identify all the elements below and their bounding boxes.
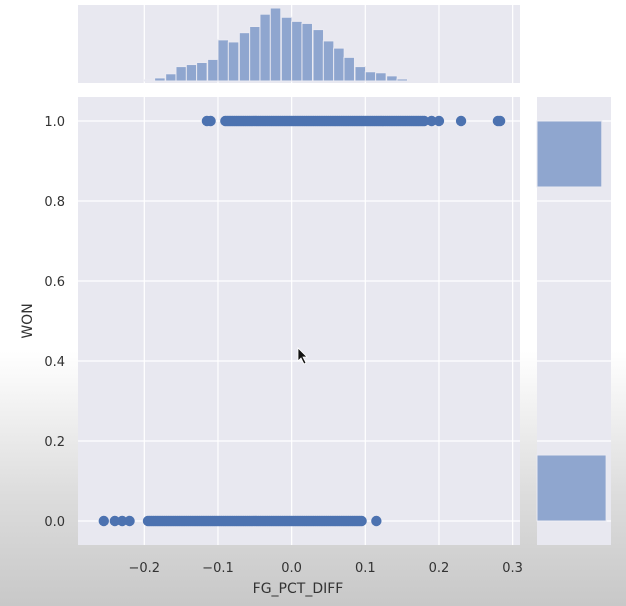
top-histogram-bar — [291, 20, 303, 82]
right-histogram-bar — [536, 454, 607, 522]
scatter-point — [356, 515, 367, 527]
scatter-point — [455, 115, 467, 127]
y-tick-label: 1.0 — [44, 115, 65, 130]
scatter-plot-area — [78, 97, 520, 545]
y-tick-label: 0.0 — [44, 515, 65, 530]
y-tick-label: 0.8 — [44, 195, 65, 210]
top-histogram-bar — [154, 77, 166, 82]
x-tick-label: 0.0 — [281, 561, 302, 576]
top-histogram-bar — [207, 58, 219, 82]
top-histogram-bar — [354, 66, 367, 82]
top-histogram-bar — [143, 79, 156, 82]
y-tick-label: 0.2 — [44, 435, 65, 450]
y-tick-label: 0.6 — [44, 275, 65, 290]
scatter-point — [205, 115, 216, 127]
mouse-cursor-icon — [297, 347, 308, 365]
x-tick-label: 0.3 — [502, 561, 523, 576]
x-tick-label: −0.2 — [129, 561, 161, 576]
scatter-point — [124, 515, 135, 527]
top-histogram-bar — [343, 56, 355, 82]
scatter-point — [117, 515, 128, 527]
x-tick-label: −0.1 — [202, 561, 234, 576]
main-grid — [78, 97, 520, 545]
top-histogram-bar — [217, 39, 230, 82]
top-histogram-bar — [322, 40, 335, 82]
scatter-point — [494, 115, 506, 127]
scatter-points — [98, 115, 506, 527]
right-histogram-bar — [536, 120, 603, 188]
top-histogram-bar — [364, 71, 377, 82]
top-histogram-bar — [196, 61, 208, 82]
scatter-point — [98, 515, 109, 527]
top-histogram-bar — [280, 16, 293, 82]
top-histogram-bar — [185, 64, 198, 82]
top-histogram-bar — [238, 32, 251, 82]
right-histogram-bars — [536, 120, 607, 522]
top-histogram-bar — [175, 66, 188, 82]
scatter-point — [426, 115, 437, 127]
scatter-point — [109, 515, 121, 527]
top-histogram-bar — [386, 75, 398, 82]
x-axis-label: FG_PCT_DIFF — [253, 581, 344, 597]
top-histogram-bar — [165, 73, 177, 82]
x-tick-label: 0.2 — [429, 561, 450, 576]
top-histogram-bar — [259, 13, 271, 82]
top-histogram-bar — [269, 7, 282, 82]
top-histogram-bar — [301, 22, 313, 82]
scatter-point — [433, 115, 445, 127]
y-tick-labels: 0.0 0.2 0.4 0.6 0.8 1.0 — [44, 115, 65, 530]
top-histogram-bar — [396, 78, 409, 82]
top-histogram-bar — [227, 41, 240, 82]
x-tick-label: 0.1 — [355, 561, 376, 576]
top-histogram-bar — [333, 47, 345, 82]
scatter-point — [371, 515, 382, 527]
top-histogram-bar — [249, 26, 261, 82]
y-axis-label: WON — [20, 303, 36, 338]
top-histogram-bars — [143, 7, 409, 82]
scatter-point — [419, 115, 430, 127]
top-histogram-bar — [375, 72, 387, 82]
y-tick-label: 0.4 — [44, 355, 65, 370]
top-histogram-bar — [312, 29, 325, 82]
x-tick-labels: −0.2 −0.1 0.0 0.1 0.2 0.3 — [129, 561, 523, 576]
